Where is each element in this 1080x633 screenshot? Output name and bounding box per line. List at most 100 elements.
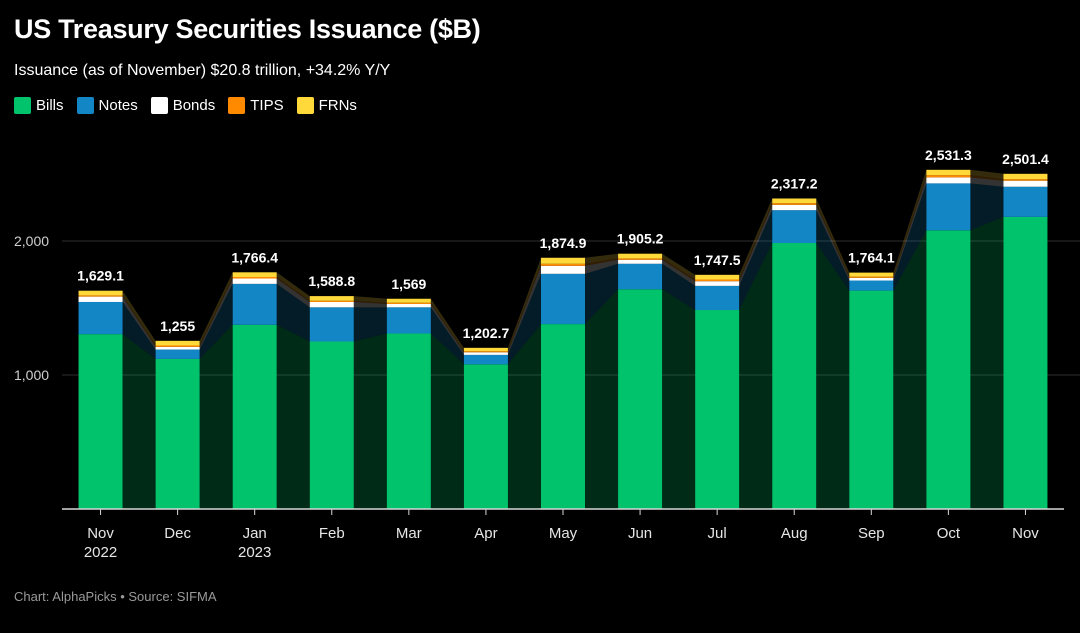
connector-band-bonds <box>507 265 541 355</box>
total-label: 1,874.9 <box>540 235 587 251</box>
connector-band-tips <box>816 203 850 278</box>
bar-segment-bills <box>232 324 277 509</box>
bar-segment-frns <box>309 296 354 301</box>
bar-segment-notes <box>541 273 585 325</box>
bar-segment-bonds <box>772 204 817 211</box>
connector-band-frns <box>507 257 541 352</box>
bar-segment-frns <box>463 347 508 352</box>
connector-band-frns <box>430 298 464 352</box>
connector-band-frns <box>893 169 927 277</box>
total-label: 1,747.5 <box>694 252 741 268</box>
legend-swatch-notes <box>76 97 94 114</box>
bar-segment-frns <box>1003 173 1048 180</box>
bar-segment-tips <box>849 276 894 278</box>
legend-item-notes: Notes <box>76 97 138 114</box>
bar-segment-tips <box>772 203 817 205</box>
connector-band-frns <box>276 272 310 301</box>
connector-band-notes <box>816 210 850 291</box>
bar-segment-bills <box>155 358 200 509</box>
connector-band-notes <box>585 263 619 325</box>
connector-band-notes <box>662 263 696 311</box>
bar-segment-tips <box>386 302 431 304</box>
connector-band-notes <box>970 183 1004 231</box>
connector-band-bills <box>199 324 233 509</box>
connector-band-bonds <box>353 301 387 308</box>
bar-segment-notes <box>618 263 663 290</box>
total-label: 1,569 <box>391 276 426 292</box>
bar-segment-frns <box>155 340 200 346</box>
bar-segment-notes <box>232 283 277 325</box>
bar-segment-notes <box>772 210 817 244</box>
total-label: 1,588.8 <box>308 273 355 289</box>
x-tick-label: Jun <box>628 525 652 542</box>
bar-segment-bonds <box>309 301 354 308</box>
connector-band-bills <box>353 333 387 509</box>
x-tick-label: Oct <box>937 525 961 542</box>
bar-segment-notes <box>78 301 123 335</box>
legend-item-bills: Bills <box>14 97 64 114</box>
bar-segment-bonds <box>541 265 585 274</box>
y-tick-label: 1,000 <box>14 367 49 383</box>
total-label: 2,317.2 <box>771 175 818 191</box>
bar-segment-bonds <box>695 281 740 286</box>
connector-band-tips <box>353 300 387 304</box>
legend-item-bonds: Bonds <box>150 97 216 114</box>
bar-segment-bonds <box>618 259 663 264</box>
connector-band-bills <box>816 243 850 509</box>
bar-segment-frns <box>695 274 740 280</box>
bar-segment-frns <box>618 253 663 259</box>
bar-segment-tips <box>309 300 354 302</box>
connector-band-tips <box>122 295 156 347</box>
bar-segment-bonds <box>926 177 971 184</box>
legend-item-frns: FRNs <box>296 97 357 114</box>
y-tick-label: 2,000 <box>14 233 49 249</box>
source-footer: Chart: AlphaPicks • Source: SIFMA <box>14 589 217 604</box>
connector-band-bills <box>122 334 156 509</box>
total-label: 2,501.4 <box>1002 151 1049 167</box>
legend-label-tips: TIPS <box>250 97 284 114</box>
bar-segment-notes <box>386 307 431 334</box>
legend-label-bonds: Bonds <box>172 97 216 114</box>
connector-band-frns <box>122 290 156 346</box>
bar-segment-bills <box>78 334 123 509</box>
bar-segment-notes <box>155 349 200 359</box>
connector-band-tips <box>662 258 696 282</box>
legend-swatch-frns <box>296 97 314 114</box>
connector-band-bills <box>276 324 310 509</box>
connector-band-bonds <box>662 259 696 286</box>
x-tick-label: Aug <box>781 525 808 542</box>
bar-segment-frns <box>772 198 817 204</box>
connector-band-frns <box>816 198 850 277</box>
legend-label-notes: Notes <box>98 97 138 114</box>
connector-band-notes <box>276 283 310 342</box>
legend-swatch-bonds <box>150 97 168 114</box>
x-tick-label: Sep <box>858 525 885 542</box>
x-tick-label: Nov <box>1012 525 1039 542</box>
bar-segment-frns <box>386 298 431 303</box>
bar-segment-tips <box>926 175 971 178</box>
bar-segment-tips <box>463 351 508 353</box>
connector-band-bills <box>585 289 619 509</box>
chart-subtitle: Issuance (as of November) $20.8 trillion… <box>14 62 391 79</box>
bar-segment-bills <box>926 230 971 509</box>
total-label: 1,905.2 <box>617 231 664 247</box>
connector-band-bills <box>970 216 1004 509</box>
connector-band-frns <box>662 253 696 280</box>
connector-band-bonds <box>970 177 1004 187</box>
bar-segment-bills <box>772 243 817 509</box>
bar-segment-frns <box>926 169 971 176</box>
bar-segment-bonds <box>849 277 894 281</box>
connector-band-bills <box>893 230 927 509</box>
total-label: 1,766.4 <box>231 249 278 265</box>
bar-segment-frns <box>849 272 894 277</box>
connector-band-tips <box>585 258 619 266</box>
connector-band-frns <box>739 198 773 280</box>
total-label: 1,764.1 <box>848 250 895 266</box>
connector-band-bonds <box>430 303 464 355</box>
bar-segment-bonds <box>1003 180 1048 187</box>
total-label: 1,629.1 <box>77 268 124 284</box>
bar-segment-bills <box>541 324 585 509</box>
connector-band-notes <box>122 301 156 359</box>
total-label: 2,531.3 <box>925 147 972 163</box>
